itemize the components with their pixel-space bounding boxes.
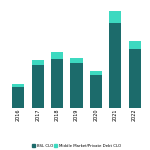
Bar [129, 41, 141, 49]
Bar [109, 23, 121, 108]
Bar [90, 75, 102, 108]
Bar [32, 65, 44, 108]
Bar [51, 59, 63, 108]
Bar [109, 11, 121, 23]
Bar [70, 63, 83, 108]
Bar [70, 58, 83, 63]
Bar [32, 60, 44, 65]
Bar [51, 52, 63, 59]
Bar [12, 87, 24, 108]
Bar [129, 49, 141, 108]
Bar [12, 84, 24, 87]
Legend: BSL CLO, Middle Market/Private Debt CLO: BSL CLO, Middle Market/Private Debt CLO [32, 144, 121, 148]
Bar [90, 70, 102, 75]
